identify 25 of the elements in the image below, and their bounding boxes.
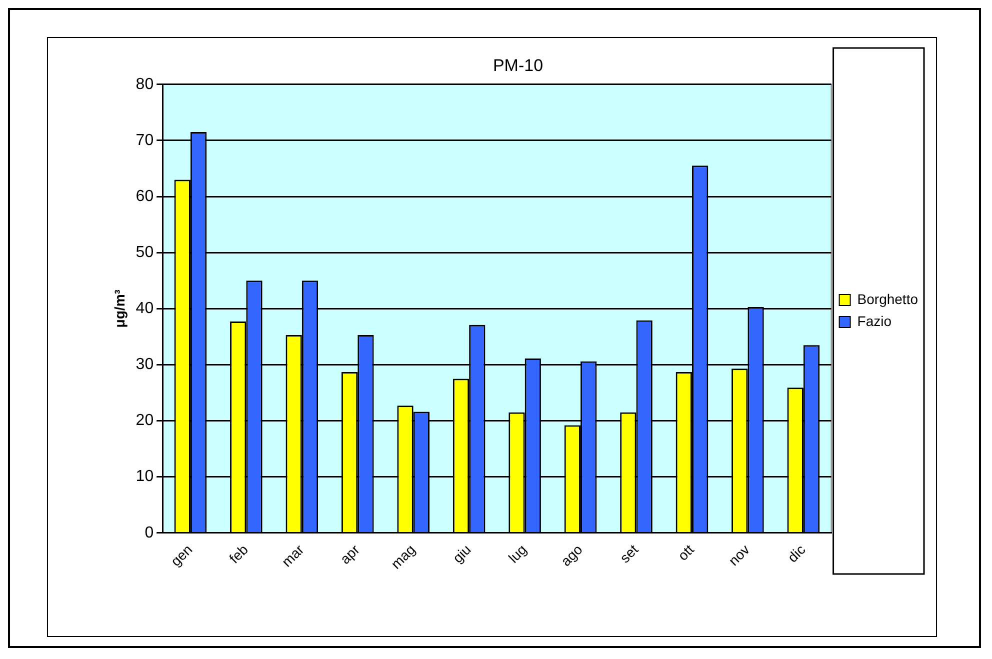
y-tick-label: 50: [136, 244, 154, 261]
legend-label: Borghetto: [857, 290, 918, 307]
x-tick-label: ago: [558, 541, 586, 570]
x-tick-label: lug: [505, 541, 530, 566]
x-tick-label: feb: [226, 541, 252, 566]
x-tick-label: giu: [449, 541, 474, 566]
y-tick-label: 10: [136, 468, 154, 486]
y-tick-label: 80: [136, 76, 154, 93]
x-tick-label: mar: [278, 541, 307, 570]
x-tick-label: gen: [167, 541, 196, 570]
x-tick-label: mag: [388, 541, 418, 572]
x-tick-label: apr: [336, 541, 363, 567]
x-tick-label: set: [616, 541, 642, 566]
y-axis-title: μg/m³: [111, 289, 128, 328]
x-tick-label: dic: [784, 541, 808, 566]
y-tick-label: 60: [136, 188, 154, 205]
x-tick-label: nov: [725, 541, 753, 569]
y-tick-label: 0: [144, 524, 154, 542]
x-tick-label: ott: [674, 541, 697, 564]
y-tick-label: 40: [136, 300, 154, 318]
chart-title: PM-10: [492, 56, 544, 75]
y-tick-label: 70: [136, 132, 154, 149]
legend-label: Fazio: [857, 312, 892, 329]
y-tick-label: 30: [136, 356, 154, 374]
y-tick-label: 20: [136, 412, 154, 430]
